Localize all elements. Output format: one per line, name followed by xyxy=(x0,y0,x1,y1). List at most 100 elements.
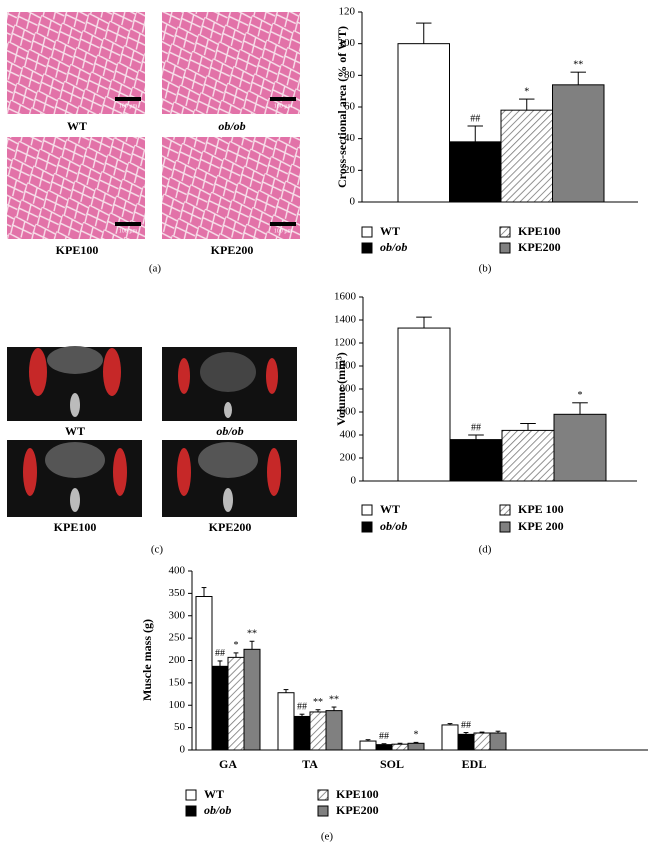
ct-image xyxy=(162,347,297,421)
legend-label: ob/ob xyxy=(380,240,407,254)
y-tick-label: 0 xyxy=(351,475,357,487)
image-label: KPE100 xyxy=(56,243,99,257)
y-tick-label: 100 xyxy=(339,37,356,49)
image-label: WT xyxy=(67,119,87,133)
y-tick-label: 1000 xyxy=(334,360,357,372)
image-label: KPE100 xyxy=(54,520,97,534)
bar xyxy=(325,710,343,751)
image-label: ob/ob xyxy=(216,424,243,438)
bar xyxy=(277,692,295,751)
y-tick-label: 350 xyxy=(169,587,186,599)
bar xyxy=(500,109,553,203)
y-tick-label: 400 xyxy=(169,565,186,577)
significance-label: ## xyxy=(215,648,225,659)
legend-label: WT xyxy=(380,502,400,516)
legend-swatch xyxy=(499,504,511,516)
significance-label: ## xyxy=(379,731,389,742)
bar xyxy=(309,711,327,751)
legend-swatch xyxy=(361,242,373,254)
legend-swatch xyxy=(499,521,511,533)
significance-label: ** xyxy=(247,629,257,640)
y-tick-label: 400 xyxy=(340,429,357,441)
y-tick-label: 200 xyxy=(340,452,357,464)
ct-image xyxy=(162,440,297,517)
significance-label: ## xyxy=(461,720,471,731)
image-label: WT xyxy=(65,424,85,438)
legend-label: WT xyxy=(204,787,224,801)
legend-label: KPE 200 xyxy=(518,519,564,533)
legend-swatch xyxy=(361,226,373,238)
legend-label: KPE100 xyxy=(518,224,561,238)
y-tick-label: 100 xyxy=(169,699,186,711)
legend-swatch xyxy=(317,789,329,801)
scale-bar xyxy=(115,222,141,226)
y-tick-label: 1200 xyxy=(334,337,357,349)
scale-label: 100 µm xyxy=(274,103,293,109)
significance-label: ** xyxy=(313,697,323,708)
significance-label: ** xyxy=(573,59,583,70)
legend-label: KPE 100 xyxy=(518,502,564,516)
bar xyxy=(359,740,377,751)
scale-label: 100 µm xyxy=(119,228,138,234)
y-axis-label: Volume (mm³) xyxy=(334,352,348,425)
scale-label: 100 µm xyxy=(119,103,138,109)
y-tick-label: 0 xyxy=(350,196,356,208)
bar xyxy=(211,665,229,751)
y-tick-label: 150 xyxy=(169,676,186,688)
image-label: ob/ob xyxy=(218,119,245,133)
legend-label: KPE100 xyxy=(336,787,379,801)
y-tick-label: 20 xyxy=(344,164,356,176)
y-tick-label: 50 xyxy=(174,721,186,733)
bar xyxy=(441,724,459,751)
scale-label: 100 µm xyxy=(274,228,293,234)
bar xyxy=(397,43,450,203)
y-tick-label: 600 xyxy=(340,406,357,418)
bar xyxy=(553,413,607,482)
y-tick-label: 300 xyxy=(169,609,186,621)
y-tick-label: 120 xyxy=(339,6,356,18)
x-tick-label: GA xyxy=(219,757,237,771)
bar xyxy=(195,596,213,751)
caption: (b) xyxy=(479,263,492,275)
legend-swatch xyxy=(499,242,511,254)
significance-label: ** xyxy=(329,694,339,705)
significance-label: * xyxy=(414,730,419,741)
y-tick-label: 1600 xyxy=(334,291,357,303)
x-tick-label: EDL xyxy=(462,757,487,771)
bar xyxy=(391,743,409,751)
bar xyxy=(243,648,261,751)
legend-label: WT xyxy=(380,224,400,238)
y-tick-label: 200 xyxy=(169,654,186,666)
y-tick-label: 800 xyxy=(340,383,357,395)
image-panels: 100 µm 100 µm 100 µm 100 µm WT ob/ob KPE… xyxy=(7,12,300,556)
ct-image xyxy=(7,440,142,517)
legend-label: ob/ob xyxy=(380,519,407,533)
caption: (c) xyxy=(151,544,164,556)
legend-swatch xyxy=(361,504,373,516)
significance-label: * xyxy=(234,640,239,651)
bar xyxy=(501,429,555,482)
y-axis-label: Cross-sectional area (% of WT) xyxy=(335,26,349,188)
caption: (d) xyxy=(479,544,492,556)
y-tick-label: 0 xyxy=(180,744,186,756)
scale-bar xyxy=(270,97,296,101)
bar xyxy=(375,744,393,751)
significance-label: ## xyxy=(470,113,480,124)
legend-swatch xyxy=(361,521,373,533)
legend-swatch xyxy=(317,805,329,817)
bar xyxy=(397,327,451,482)
bar xyxy=(457,733,475,751)
bar xyxy=(552,84,605,203)
x-tick-label: TA xyxy=(302,757,318,771)
bar xyxy=(473,732,491,751)
x-tick-label: SOL xyxy=(380,757,404,771)
legend-label: ob/ob xyxy=(204,803,231,817)
legend-label: KPE200 xyxy=(336,803,379,817)
y-tick-label: 40 xyxy=(344,132,356,144)
image-label: KPE200 xyxy=(211,243,254,257)
scale-bar xyxy=(270,222,296,226)
caption: (e) xyxy=(321,831,334,843)
y-tick-label: 60 xyxy=(344,101,356,113)
legend-swatch xyxy=(499,226,511,238)
bar xyxy=(449,141,502,203)
